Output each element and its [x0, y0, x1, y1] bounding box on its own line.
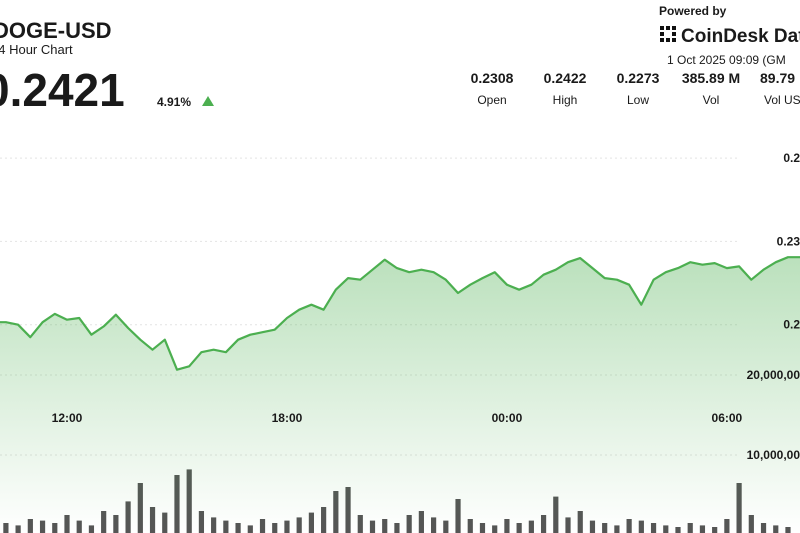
stat-value: 89.79: [760, 70, 795, 86]
x-tick-label: 18:00: [272, 411, 303, 425]
y2-tick-label: 10,000,00: [747, 448, 800, 462]
title: DOGE-USD: [0, 18, 112, 43]
y-tick-label: 0.2: [783, 318, 800, 332]
header: DOGE-USD 24 Hour Chart 0.2421 4.91% Powe…: [0, 4, 800, 116]
timestamp: 1 Oct 2025 09:09 (GM: [667, 53, 786, 67]
price-line: [0, 256, 800, 371]
stat-label: Low: [627, 93, 649, 107]
y-tick-label: 0.23: [777, 234, 800, 248]
stat-value: 385.89 M: [682, 70, 740, 86]
up-arrow: [202, 96, 214, 106]
stat-value: 0.2422: [544, 70, 587, 86]
stat-value: 0.2273: [617, 70, 660, 86]
stat-label: Vol US: [764, 93, 800, 107]
price: 0.2421: [0, 64, 125, 116]
change: 4.91%: [157, 95, 191, 109]
brand-logo: [660, 26, 676, 42]
stat-value: 0.2308: [471, 70, 514, 86]
y2-tick-label: 20,000,00: [747, 368, 800, 382]
price-area: [0, 257, 800, 533]
stat-label: Vol: [703, 93, 720, 107]
x-tick-label: 00:00: [492, 411, 523, 425]
x-tick-label: 12:00: [52, 411, 83, 425]
stat-label: Open: [477, 93, 506, 107]
stat-label: High: [553, 93, 578, 107]
powered-by: Powered by: [659, 4, 727, 18]
x-tick-label: 06:00: [712, 411, 743, 425]
y-tick-label: 0.2: [783, 151, 800, 165]
subtitle: 24 Hour Chart: [0, 42, 73, 57]
brand: CoinDesk Dat: [681, 26, 800, 47]
